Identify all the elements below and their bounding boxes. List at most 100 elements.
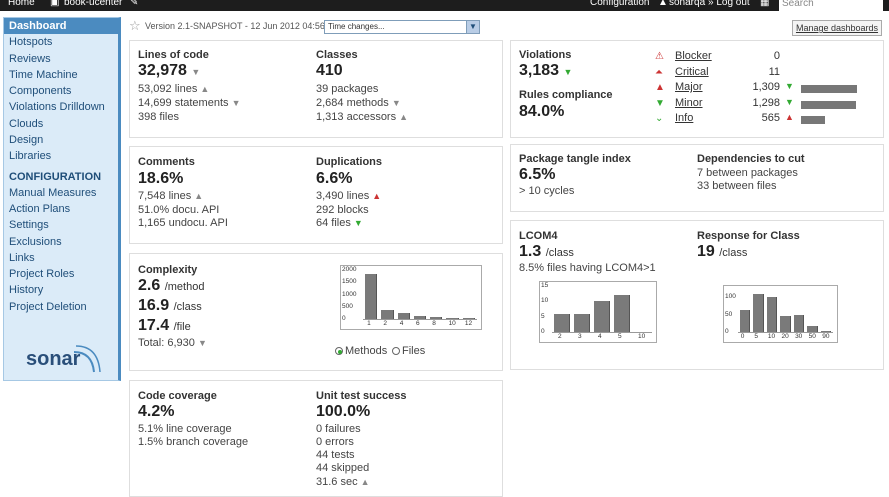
lines-text: 53,092 lines ▲ — [138, 83, 210, 95]
sidebar-item-dashboard[interactable]: Dashboard — [4, 18, 118, 35]
y-tick-label: 5 — [541, 312, 545, 320]
favourite-star-icon[interactable]: ☆ — [129, 18, 141, 33]
methods-radio[interactable]: Methods — [335, 345, 387, 359]
sidebar-item-violations-drilldown[interactable]: Violations Drilldown — [9, 101, 105, 114]
x-axis-line — [738, 332, 833, 333]
chart-bar-6 — [413, 315, 427, 319]
sidebar-item-history[interactable]: History — [9, 284, 44, 297]
search-input[interactable]: Search — [779, 0, 883, 11]
sidebar-item-exclusions[interactable]: Exclusions — [9, 235, 62, 248]
trend-down-green-icon: ▼ — [563, 67, 573, 77]
sidebar-item-reviews[interactable]: Reviews — [9, 52, 51, 65]
docu-api-text: 51.0% docu. API — [138, 204, 220, 216]
chart-bar-5 — [614, 295, 630, 332]
x-tick-label: 0 — [740, 333, 745, 340]
comments-duplications-widget: Comments 18.6% 7,548 lines ▲ 51.0% docu.… — [129, 146, 503, 244]
files-radio[interactable]: Files — [392, 345, 425, 359]
dup-lines-text: 3,490 lines ▲ — [316, 190, 382, 202]
sidebar-item-design[interactable]: Design — [9, 134, 44, 147]
trend-down-green-icon: ▼ — [353, 218, 363, 228]
complexity-widget: Complexity 2.6 /method 16.9 /class 17.4 … — [129, 253, 503, 371]
sidebar-item-settings[interactable]: Settings — [9, 219, 49, 232]
severity-row-critical: ⏶ Critical 11 — [655, 66, 875, 81]
home-link[interactable]: Home — [8, 0, 35, 8]
chart-bar-2 — [381, 310, 394, 319]
sidebar-item-libraries[interactable]: Libraries — [9, 150, 52, 163]
chart-bar-12 — [462, 317, 476, 319]
sidebar-item-action-plans[interactable]: Action Plans — [9, 202, 71, 215]
severity-link-minor[interactable]: Minor — [675, 96, 703, 109]
x-tick-label: 8 — [432, 320, 436, 327]
undocu-api-text: 1,165 undocu. API — [138, 217, 228, 229]
severity-link-info[interactable]: Info — [675, 112, 694, 124]
lcom-label: LCOM4 — [519, 230, 558, 242]
coverage-value: 4.2% — [138, 403, 175, 420]
sidebar-item-hotspots[interactable]: Hotspots — [9, 36, 53, 49]
x-axis-line — [552, 332, 652, 333]
x-tick-label: 4 — [598, 333, 602, 340]
printer-icon[interactable]: ▦ — [760, 0, 770, 8]
sidebar-item-project-deletion[interactable]: Project Deletion — [9, 300, 87, 313]
chart-bar-10 — [766, 297, 778, 332]
branch-coverage-text: 1.5% branch coverage — [138, 436, 249, 448]
severity-row-blocker: ⚠ Blocker 0 — [655, 50, 875, 65]
x-tick-label: 20 — [781, 333, 789, 340]
deps-packages-text: 7 between packages — [697, 167, 798, 179]
severity-link-blocker[interactable]: Blocker — [675, 50, 712, 62]
complexity-per-class: 16.9 /class — [138, 297, 202, 314]
sidebar-item-links[interactable]: Links — [9, 251, 35, 264]
sidebar-nav: Dashboard Hotspots Reviews Time Machine … — [4, 18, 118, 165]
severity-count: 1,298 — [752, 96, 780, 109]
wrench-icon[interactable]: ✎ — [130, 0, 139, 8]
y-tick-label: 100 — [725, 293, 736, 300]
sidebar-item-components[interactable]: Components — [9, 85, 72, 98]
x-axis-line — [363, 319, 477, 320]
classes-label: Classes — [316, 49, 358, 61]
tangle-label: Package tangle index — [519, 153, 631, 165]
line-coverage-text: 5.1% line coverage — [138, 423, 232, 435]
severity-count: 1,309 — [752, 81, 780, 93]
sidebar-item-manual-measures[interactable]: Manual Measures — [9, 186, 97, 199]
x-tick-label: 30 — [795, 333, 803, 340]
radio-checked-icon — [335, 347, 343, 356]
trend-down-icon: ▼ — [231, 98, 241, 108]
project-link[interactable]: book-ucenter — [64, 0, 123, 8]
configuration-link[interactable]: Configuration — [590, 0, 650, 8]
severity-link-critical[interactable]: Critical — [675, 65, 709, 78]
sidebar: Dashboard Hotspots Reviews Time Machine … — [3, 17, 121, 381]
chart-bar-5 — [753, 293, 764, 332]
logout-link[interactable]: » Log out — [708, 0, 750, 8]
y-tick-label: 50 — [725, 310, 733, 318]
sonar-waves-icon — [73, 345, 101, 373]
manage-dashboards-button[interactable]: Manage dashboards — [792, 20, 882, 36]
severity-bar — [801, 100, 857, 109]
severity-count: 11 — [768, 65, 780, 78]
chart-bar-20 — [780, 316, 791, 332]
x-tick-label: 10 — [767, 333, 776, 340]
rfc-distribution-chart: 0 5 10 20 30 50 90 100 50 0 — [723, 285, 838, 343]
severity-row-info: ⌄ Info 565 ▲ — [655, 112, 875, 127]
coverage-label: Code coverage — [138, 390, 217, 402]
time-changes-value: Time changes... — [328, 22, 385, 31]
info-icon: ⌄ — [655, 113, 664, 124]
comments-label: Comments — [138, 156, 195, 168]
chart-bar-2 — [554, 313, 570, 332]
sidebar-config-nav: Manual Measures Action Plans Settings Ex… — [4, 185, 118, 315]
sidebar-item-project-roles[interactable]: Project Roles — [9, 268, 75, 281]
x-tick-label: 12 — [464, 320, 473, 327]
chart-bar-50 — [807, 325, 818, 332]
statements-text: 14,699 statements ▼ — [138, 97, 241, 109]
chart-bar-90 — [821, 331, 832, 332]
severity-link-major[interactable]: Major — [675, 81, 703, 93]
sidebar-item-time-machine[interactable]: Time Machine — [9, 68, 78, 81]
dup-blocks-text: 292 blocks — [316, 204, 369, 216]
sidebar-item-clouds[interactable]: Clouds — [9, 117, 44, 130]
trend-down-icon: ▼ — [191, 67, 201, 77]
unit-test-value: 100.0% — [316, 403, 371, 420]
major-icon: ▲ — [655, 82, 665, 93]
trend-up-icon: ▲ — [200, 84, 210, 94]
complexity-per-file: 17.4 /file — [138, 317, 191, 334]
y-tick-label: 0 — [342, 315, 346, 322]
deps-files-text: 33 between files — [697, 180, 777, 192]
time-changes-select[interactable]: Time changes... ▼ — [324, 20, 480, 34]
